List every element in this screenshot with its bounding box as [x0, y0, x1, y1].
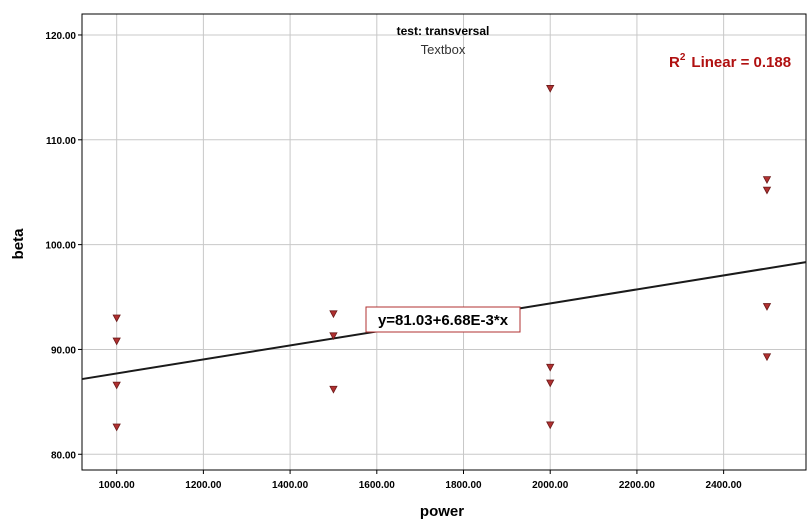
chart-subtitle: test: transversal: [397, 24, 490, 38]
textbox-label: Textbox: [421, 42, 466, 57]
plot-area-frame: [81, 13, 807, 471]
data-point: [762, 353, 772, 362]
x-tick-label: 1200.00: [185, 480, 222, 491]
data-point: [546, 379, 555, 388]
x-axis-title: power: [420, 503, 464, 520]
axis-ticks: 1000.00 1200.00 1400.00 1600.00 1800.00 2000.…: [45, 31, 742, 491]
x-tick-label: 2000.00: [532, 480, 569, 491]
x-tick-label: 1400.00: [272, 480, 309, 491]
x-tick-label: 2200.00: [619, 480, 656, 491]
r2-superscript: 2: [680, 52, 686, 63]
data-point: [329, 332, 338, 341]
y-tick-label: 80.00: [51, 450, 76, 461]
data-point: [329, 385, 338, 394]
x-tick-label: 1800.00: [445, 480, 482, 491]
y-tick-label: 110.00: [46, 136, 76, 147]
x-tick-label: 2400.00: [706, 480, 743, 491]
y-tick-label: 90.00: [51, 345, 76, 356]
data-point: [112, 337, 121, 346]
data-point: [112, 314, 121, 323]
data-point: [112, 381, 121, 390]
y-tick-label: 100.00: [45, 241, 76, 252]
r2-prefix: R: [669, 54, 680, 71]
data-points: [112, 85, 772, 432]
y-tick-label: 120.00: [45, 31, 76, 42]
equation-label: y=81.03+6.68E-3*x: [378, 312, 509, 329]
data-point: [546, 363, 555, 372]
grid-lines: [82, 14, 806, 470]
data-point: [762, 186, 772, 195]
data-point: [329, 310, 338, 319]
data-point: [546, 421, 555, 430]
y-axis-title: beta: [10, 228, 27, 260]
x-tick-label: 1000.00: [99, 480, 136, 491]
r2-linear-label: R2 Linear = 0.188: [669, 52, 791, 71]
r2-value: Linear = 0.188: [691, 54, 791, 71]
x-tick-label: 1600.00: [359, 480, 396, 491]
data-point: [546, 85, 555, 93]
equation-box: [365, 306, 521, 333]
data-point: [762, 303, 772, 311]
data-point: [762, 176, 772, 184]
data-point: [112, 423, 121, 432]
